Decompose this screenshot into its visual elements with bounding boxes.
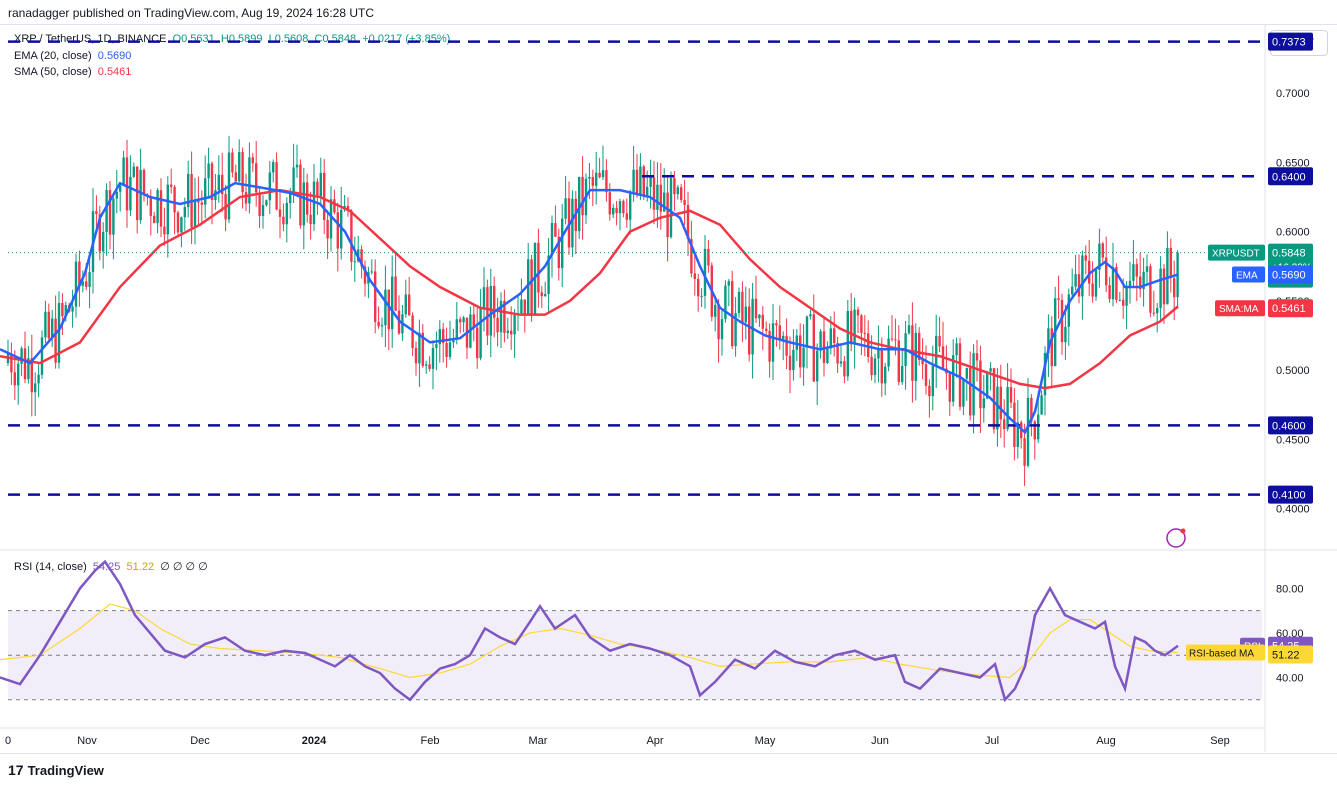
- publisher-line: ranadagger published on TradingView.com,…: [8, 6, 375, 20]
- footer-brand-label: TradingView: [27, 762, 104, 778]
- rsi-ma-legend-value: 51.22: [126, 561, 155, 573]
- ema-legend-label: EMA (20, close): [14, 50, 92, 62]
- low-value: L0.5608: [268, 33, 309, 45]
- footer-brand[interactable]: 17 TradingView: [8, 762, 104, 778]
- symbol-label: XRP / TetherUS, 1D, BINANCE: [14, 33, 167, 45]
- chart-frame: [0, 24, 1337, 754]
- currency-button[interactable]: USDT: [1270, 30, 1328, 56]
- change-value: +0.0217 (+3.85%): [362, 33, 451, 45]
- rsi-legend-extra: ∅ ∅ ∅ ∅: [160, 561, 208, 573]
- sma-legend-value: 0.5461: [97, 66, 132, 78]
- sma-legend[interactable]: SMA (50, close) 0.5461: [14, 66, 131, 78]
- rsi-legend-label: RSI (14, close): [14, 561, 87, 573]
- symbol-legend: XRP / TetherUS, 1D, BINANCE O0.5631 H0.5…: [14, 33, 450, 45]
- ema-legend[interactable]: EMA (20, close) 0.5690: [14, 50, 131, 62]
- rsi-legend-value: 54.25: [92, 561, 121, 573]
- ema-legend-value: 0.5690: [97, 50, 132, 62]
- rsi-legend[interactable]: RSI (14, close) 54.25 51.22 ∅ ∅ ∅ ∅: [14, 560, 208, 573]
- tradingview-logo-icon: 17: [8, 762, 24, 778]
- open-value: O0.5631: [172, 33, 215, 45]
- high-value: H0.5899: [220, 33, 263, 45]
- sma-legend-label: SMA (50, close): [14, 66, 92, 78]
- close-value: C0.5848: [314, 33, 357, 45]
